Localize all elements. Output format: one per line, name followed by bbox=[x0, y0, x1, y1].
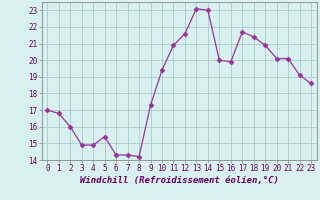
X-axis label: Windchill (Refroidissement éolien,°C): Windchill (Refroidissement éolien,°C) bbox=[80, 176, 279, 185]
